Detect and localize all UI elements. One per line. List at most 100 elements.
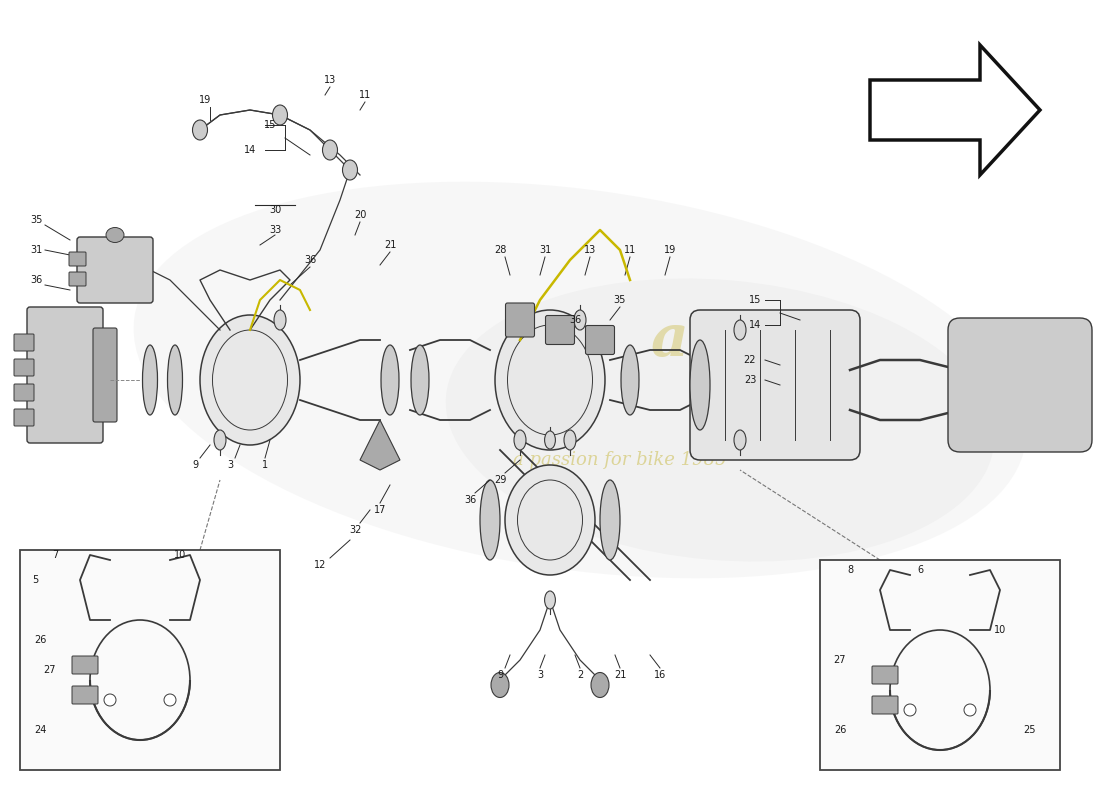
FancyBboxPatch shape: [72, 686, 98, 704]
Ellipse shape: [446, 278, 994, 562]
Text: 14: 14: [749, 320, 761, 330]
FancyBboxPatch shape: [506, 303, 535, 337]
Ellipse shape: [514, 430, 526, 450]
Text: 14: 14: [244, 145, 256, 155]
Text: 36: 36: [304, 255, 316, 265]
FancyBboxPatch shape: [948, 318, 1092, 452]
Ellipse shape: [505, 465, 595, 575]
Text: 33: 33: [268, 225, 282, 235]
Text: 26: 26: [34, 635, 46, 645]
Ellipse shape: [574, 310, 586, 330]
Ellipse shape: [192, 120, 208, 140]
FancyBboxPatch shape: [14, 384, 34, 401]
Text: 25: 25: [1024, 725, 1036, 735]
Text: ares: ares: [651, 312, 790, 368]
Ellipse shape: [591, 673, 609, 698]
FancyBboxPatch shape: [820, 560, 1060, 770]
Ellipse shape: [544, 431, 556, 449]
Ellipse shape: [734, 320, 746, 340]
FancyBboxPatch shape: [20, 550, 281, 770]
Text: 27: 27: [44, 665, 56, 675]
Ellipse shape: [322, 140, 338, 160]
Text: 19: 19: [664, 245, 676, 255]
Text: 21: 21: [384, 240, 396, 250]
FancyBboxPatch shape: [69, 252, 86, 266]
Text: 20: 20: [354, 210, 366, 220]
FancyBboxPatch shape: [690, 310, 860, 460]
FancyBboxPatch shape: [77, 237, 153, 303]
Text: 36: 36: [30, 275, 42, 285]
Text: 11: 11: [359, 90, 371, 100]
Text: 15: 15: [264, 120, 276, 130]
Text: 9: 9: [191, 460, 198, 470]
Circle shape: [164, 694, 176, 706]
Text: 8: 8: [847, 565, 854, 575]
Ellipse shape: [495, 310, 605, 450]
Circle shape: [964, 704, 976, 716]
Text: 5: 5: [32, 575, 39, 585]
Text: 36: 36: [569, 315, 581, 325]
FancyBboxPatch shape: [94, 328, 117, 422]
FancyBboxPatch shape: [585, 326, 615, 354]
Text: 9: 9: [497, 670, 503, 680]
Ellipse shape: [342, 160, 358, 180]
Ellipse shape: [143, 345, 157, 415]
Text: 11: 11: [624, 245, 636, 255]
Text: 31: 31: [539, 245, 551, 255]
FancyBboxPatch shape: [546, 315, 574, 345]
Text: 7: 7: [52, 550, 58, 560]
Ellipse shape: [600, 480, 620, 560]
Ellipse shape: [734, 430, 746, 450]
Text: 35: 35: [30, 215, 43, 225]
Ellipse shape: [273, 105, 287, 125]
Text: 13: 13: [323, 75, 337, 85]
FancyBboxPatch shape: [69, 272, 86, 286]
Ellipse shape: [411, 345, 429, 415]
FancyBboxPatch shape: [72, 656, 98, 674]
Circle shape: [104, 694, 116, 706]
Text: 32: 32: [349, 525, 361, 535]
FancyBboxPatch shape: [14, 409, 34, 426]
Text: 10: 10: [994, 625, 1006, 635]
Text: 29: 29: [494, 475, 506, 485]
Ellipse shape: [491, 673, 509, 698]
Text: 10: 10: [174, 550, 186, 560]
Ellipse shape: [544, 591, 556, 609]
FancyBboxPatch shape: [14, 359, 34, 376]
Text: 19: 19: [199, 95, 211, 105]
Ellipse shape: [690, 340, 710, 430]
Ellipse shape: [564, 430, 576, 450]
Ellipse shape: [381, 345, 399, 415]
Text: 27: 27: [834, 655, 846, 665]
Text: 1: 1: [262, 460, 268, 470]
Text: 15: 15: [749, 295, 761, 305]
Text: 28: 28: [494, 245, 506, 255]
Text: 35: 35: [614, 295, 626, 305]
Circle shape: [904, 704, 916, 716]
Text: 23: 23: [744, 375, 756, 385]
Ellipse shape: [200, 315, 300, 445]
Text: a passion for bike 1985: a passion for bike 1985: [514, 451, 727, 469]
Ellipse shape: [167, 345, 183, 415]
FancyBboxPatch shape: [14, 334, 34, 351]
Text: 26: 26: [834, 725, 846, 735]
Ellipse shape: [480, 480, 501, 560]
Text: 13: 13: [584, 245, 596, 255]
Polygon shape: [360, 420, 400, 470]
Text: 12: 12: [314, 560, 327, 570]
Text: 21: 21: [614, 670, 626, 680]
Ellipse shape: [274, 310, 286, 330]
Ellipse shape: [133, 182, 1026, 578]
Text: 6: 6: [917, 565, 923, 575]
Ellipse shape: [106, 227, 124, 242]
Text: 16: 16: [653, 670, 667, 680]
Text: 31: 31: [30, 245, 42, 255]
Text: 2: 2: [576, 670, 583, 680]
Ellipse shape: [621, 345, 639, 415]
FancyBboxPatch shape: [872, 696, 898, 714]
Ellipse shape: [214, 430, 225, 450]
Text: 22: 22: [744, 355, 757, 365]
Text: 17: 17: [374, 505, 386, 515]
FancyBboxPatch shape: [872, 666, 898, 684]
Text: 3: 3: [537, 670, 543, 680]
